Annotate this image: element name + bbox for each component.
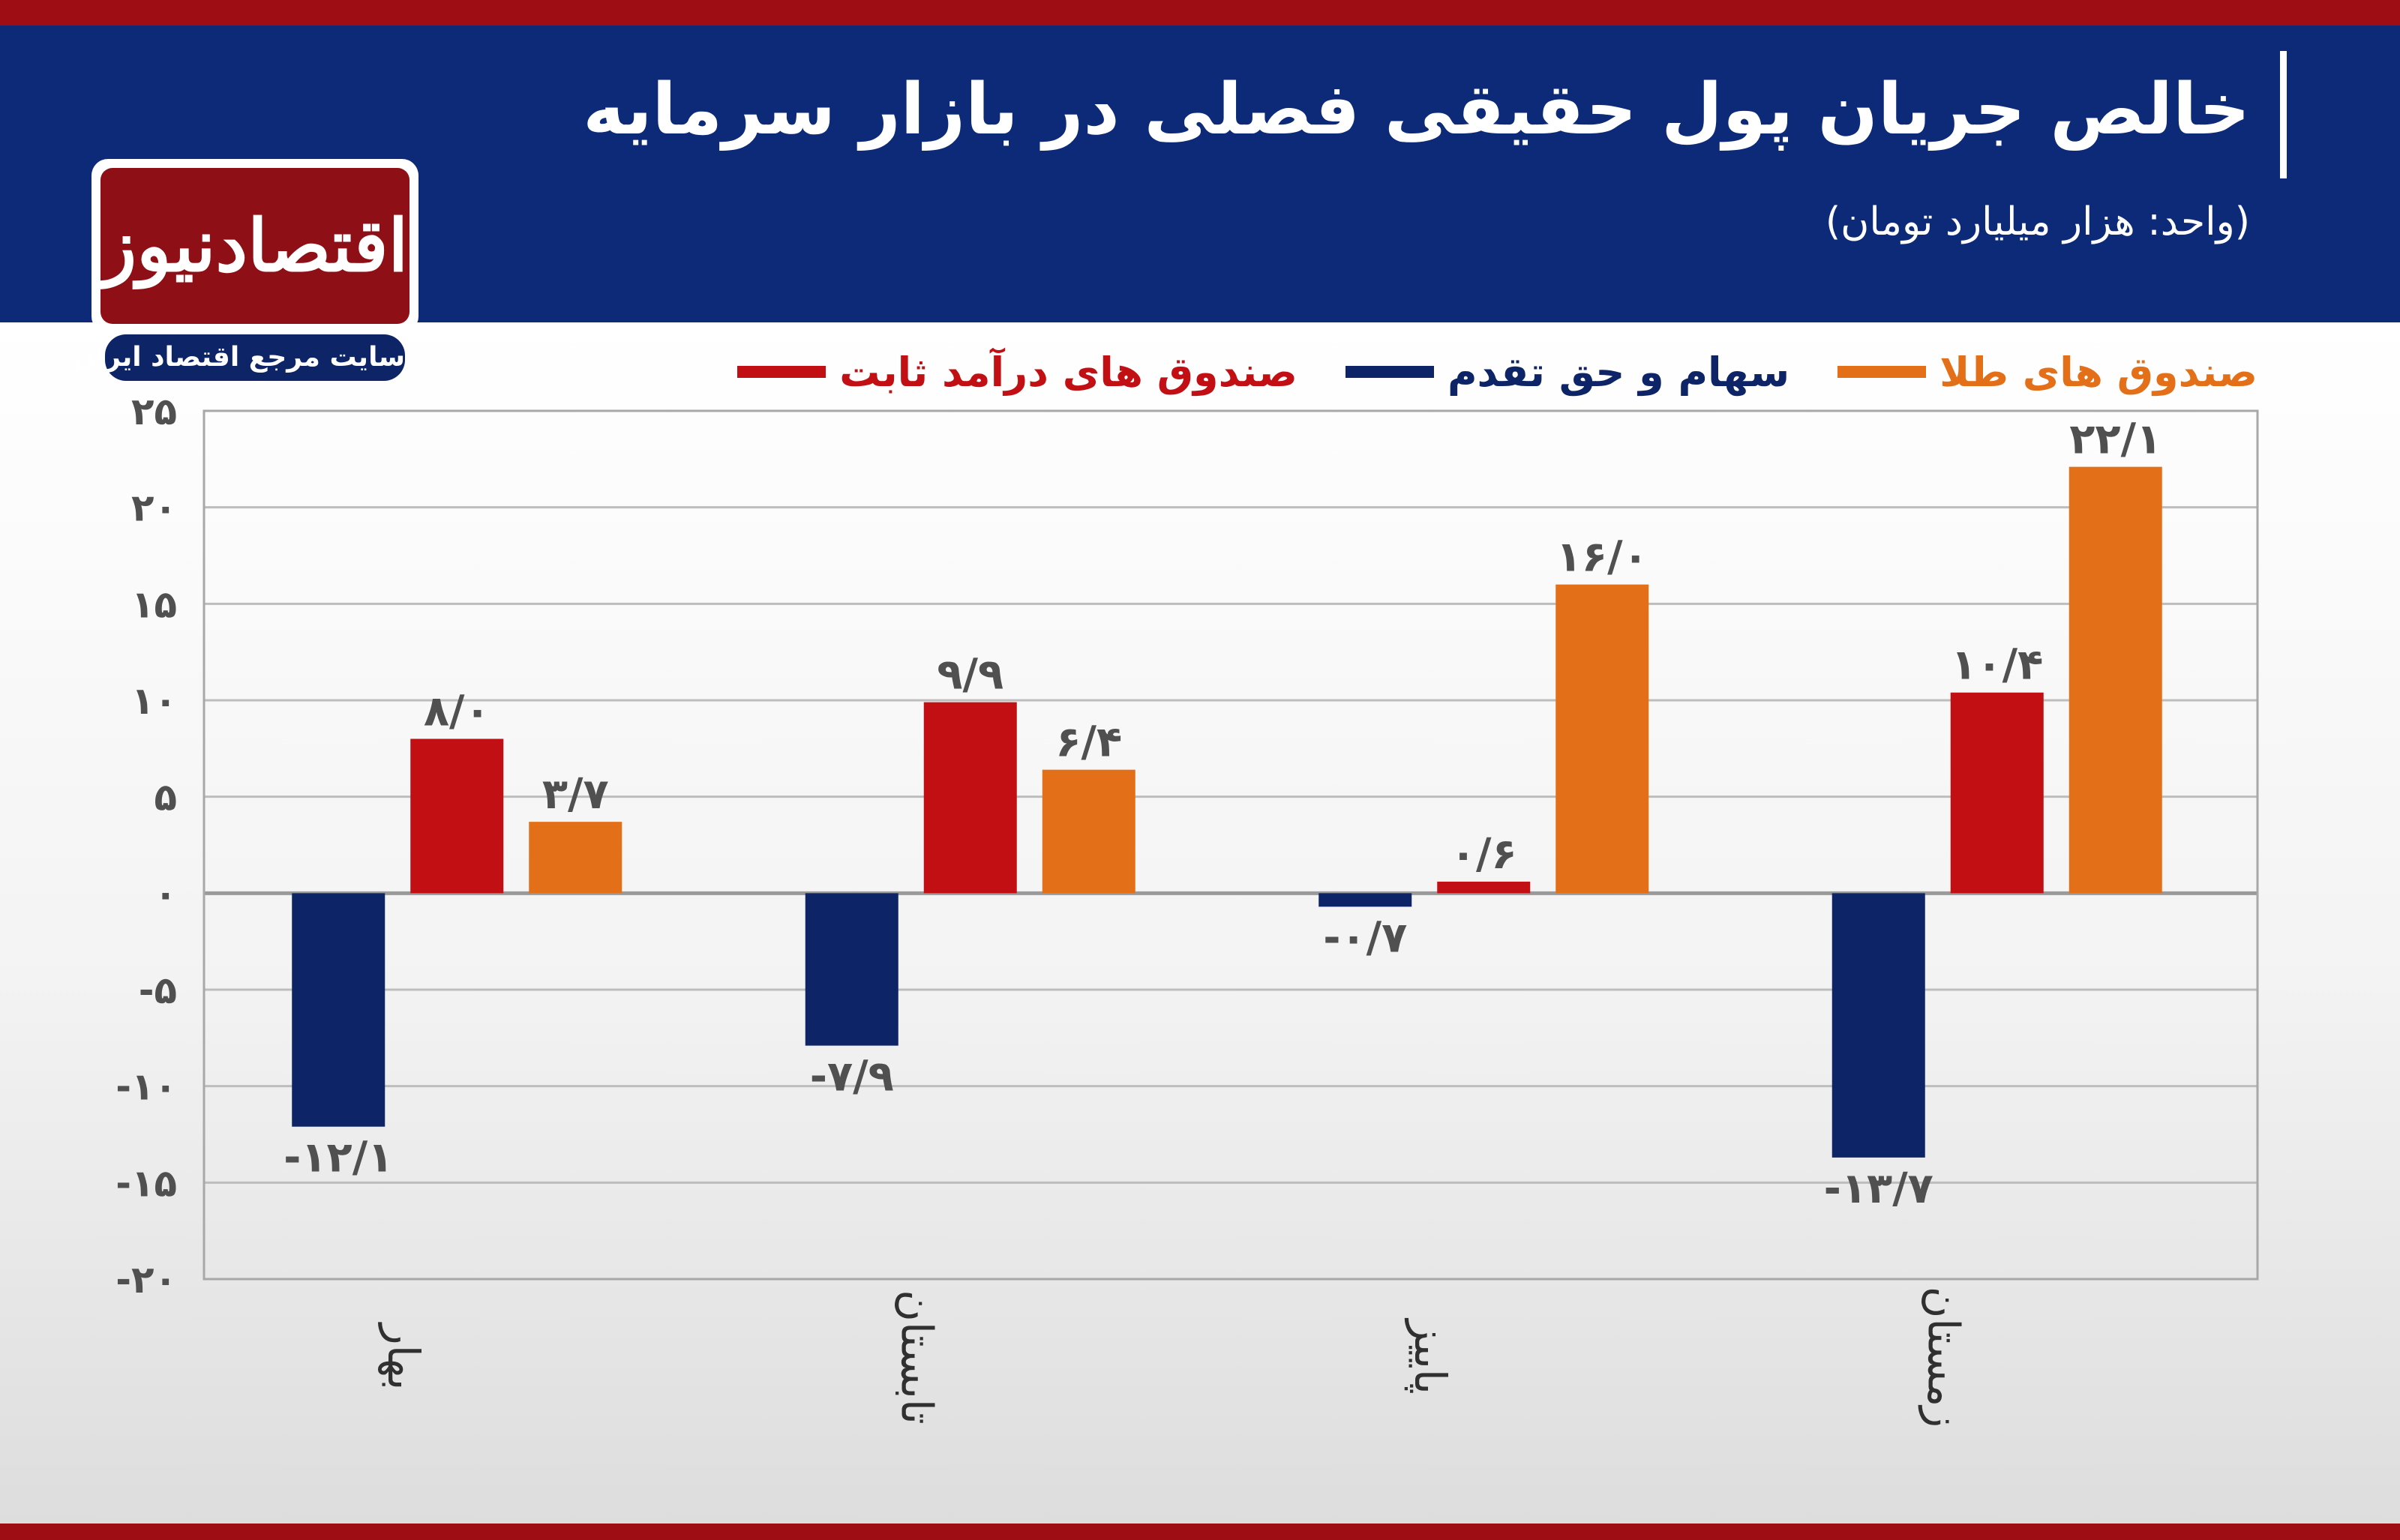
y-tick-label: -۱۵ bbox=[116, 1161, 177, 1205]
legend-item: صندوق های درآمد ثابت bbox=[737, 349, 1298, 396]
bar bbox=[410, 739, 504, 894]
logo-wordmark: اقتصادنیوز bbox=[100, 168, 410, 324]
legend-item: سهام و حق تقدم bbox=[1345, 348, 1790, 396]
bar bbox=[805, 893, 898, 1046]
chart-subtitle: (واحد: هزار میلیارد تومان) bbox=[1825, 199, 2250, 244]
data-label: ۲۲/۱ bbox=[2069, 415, 2162, 464]
data-label: ۰/۶ bbox=[1450, 830, 1517, 879]
bar bbox=[2068, 466, 2162, 894]
bar bbox=[1950, 692, 2044, 894]
chart-title: خالص جریان پول حقیقی فصلی در بازار سرمای… bbox=[583, 69, 2250, 151]
chart-legend: صندوق های طلا سهام و حق تقدم صندوق های درآ… bbox=[737, 342, 2258, 402]
title-divider bbox=[2280, 51, 2287, 178]
data-label: -۷/۹ bbox=[810, 1053, 894, 1101]
logo-tagline: سایت مرجع اقتصاد ایران bbox=[73, 334, 405, 381]
bar bbox=[923, 702, 1017, 894]
y-tick-label: -۲۰ bbox=[116, 1258, 177, 1302]
logo: اقتصادنیوز bbox=[92, 159, 418, 333]
x-category-label: تابستان bbox=[892, 1290, 943, 1424]
legend-swatch bbox=[1345, 366, 1434, 378]
data-label: -۱۳/۷ bbox=[1824, 1164, 1934, 1213]
data-label: -۱۲/۱ bbox=[284, 1134, 393, 1182]
y-tick-label: ۱۰ bbox=[131, 679, 177, 723]
legend-label: صندوق های درآمد ثابت bbox=[839, 348, 1298, 396]
top-accent-strip bbox=[0, 0, 2400, 25]
bar bbox=[1832, 893, 1925, 1158]
bar bbox=[529, 822, 622, 894]
bar bbox=[1437, 881, 1531, 894]
y-tick-label: -۱۰ bbox=[116, 1065, 177, 1109]
legend-label: صندوق های طلا bbox=[1940, 348, 2258, 396]
bar bbox=[292, 893, 386, 1127]
y-tick-label: ۰ bbox=[154, 872, 177, 915]
bottom-accent-strip bbox=[0, 1524, 2400, 1540]
legend-label: سهام و حق تقدم bbox=[1447, 348, 1790, 396]
bar bbox=[1042, 769, 1136, 894]
data-label: ۳/۷ bbox=[542, 770, 609, 819]
data-label: ۱۶/۰ bbox=[1556, 533, 1648, 582]
y-tick-label: ۵ bbox=[154, 776, 177, 819]
x-category-label: زمستان bbox=[1918, 1287, 1970, 1428]
legend-swatch bbox=[737, 366, 826, 378]
data-label: ۱۰/۴ bbox=[1951, 641, 2043, 690]
bar bbox=[1556, 584, 1649, 894]
data-label: -۰/۷ bbox=[1323, 913, 1407, 962]
data-label: ۶/۴ bbox=[1055, 718, 1122, 767]
bar bbox=[1318, 893, 1412, 907]
plot-frame bbox=[202, 409, 2259, 1281]
y-tick-label: ۲۵ bbox=[131, 390, 177, 433]
y-tick-label: ۲۰ bbox=[131, 487, 177, 530]
legend-item: صندوق های طلا bbox=[1838, 349, 2258, 396]
legend-swatch bbox=[1838, 366, 1927, 378]
data-label: ۹/۹ bbox=[937, 651, 1004, 700]
data-label: ۸/۰ bbox=[424, 687, 490, 736]
y-tick-label: -۵ bbox=[139, 969, 177, 1012]
x-category-label: بهار bbox=[378, 1322, 429, 1391]
y-tick-label: ۱۵ bbox=[131, 583, 177, 626]
x-category-label: پاییز bbox=[1404, 1317, 1456, 1394]
chart-background bbox=[0, 322, 2400, 1524]
